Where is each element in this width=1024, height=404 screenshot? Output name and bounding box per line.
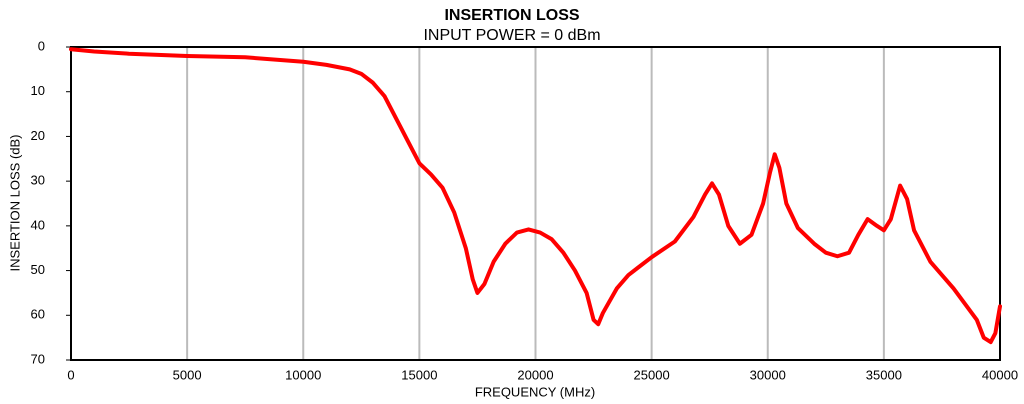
- line-series: [69, 47, 1002, 345]
- x-tick-label: 40000: [982, 367, 1018, 382]
- chart-title: INSERTION LOSS: [444, 7, 579, 24]
- x-tick-label: 15000: [401, 367, 437, 382]
- plot-frame: [70, 46, 1001, 361]
- x-tick-label: 25000: [634, 367, 670, 382]
- y-tick-label: 40: [31, 217, 45, 232]
- y-tick-label: 0: [38, 38, 45, 53]
- x-tick-label: 35000: [866, 367, 902, 382]
- y-tick-label: 20: [31, 128, 45, 143]
- x-tick-label: 0: [67, 367, 74, 382]
- x-tick-label: 10000: [285, 367, 321, 382]
- y-tick-label: 10: [31, 83, 45, 98]
- y-tick-label: 60: [31, 307, 45, 322]
- y-tick-label: 70: [31, 351, 45, 366]
- y-tick-label: 30: [31, 173, 45, 188]
- x-tick-label: 30000: [750, 367, 786, 382]
- chart-subtitle: INPUT POWER = 0 dBm: [423, 27, 600, 44]
- x-tick-label: 20000: [517, 367, 553, 382]
- x-axis-label: FREQUENCY (MHz): [475, 384, 595, 399]
- x-tick-label: 5000: [173, 367, 202, 382]
- y-axis-label: INSERTION LOSS (dB): [7, 134, 22, 271]
- y-tick-label: 50: [31, 262, 45, 277]
